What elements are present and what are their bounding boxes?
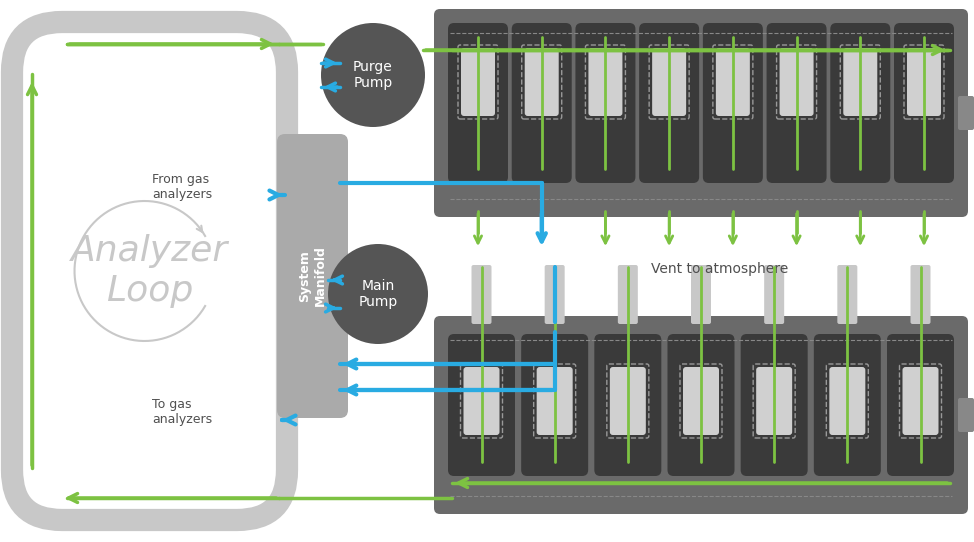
FancyBboxPatch shape <box>779 48 813 116</box>
Ellipse shape <box>321 23 425 127</box>
FancyBboxPatch shape <box>958 398 974 432</box>
FancyBboxPatch shape <box>843 48 878 116</box>
FancyBboxPatch shape <box>434 316 968 514</box>
FancyBboxPatch shape <box>667 334 734 476</box>
FancyBboxPatch shape <box>683 367 719 435</box>
FancyBboxPatch shape <box>691 265 711 324</box>
FancyBboxPatch shape <box>907 48 941 116</box>
FancyBboxPatch shape <box>461 48 495 116</box>
FancyBboxPatch shape <box>464 367 500 435</box>
Ellipse shape <box>328 244 428 344</box>
FancyBboxPatch shape <box>767 23 827 183</box>
FancyBboxPatch shape <box>588 48 622 116</box>
FancyBboxPatch shape <box>894 23 954 183</box>
FancyBboxPatch shape <box>277 134 348 418</box>
FancyBboxPatch shape <box>887 334 954 476</box>
FancyBboxPatch shape <box>958 96 974 130</box>
Text: Vent to atmosphere: Vent to atmosphere <box>652 262 789 276</box>
FancyBboxPatch shape <box>830 23 890 183</box>
Text: Main
Pump: Main Pump <box>358 279 397 309</box>
FancyBboxPatch shape <box>765 265 784 324</box>
FancyBboxPatch shape <box>471 265 492 324</box>
FancyBboxPatch shape <box>639 23 699 183</box>
FancyBboxPatch shape <box>829 367 865 435</box>
FancyBboxPatch shape <box>448 334 515 476</box>
FancyBboxPatch shape <box>511 23 572 183</box>
FancyBboxPatch shape <box>740 334 807 476</box>
FancyBboxPatch shape <box>911 265 930 324</box>
FancyBboxPatch shape <box>544 265 565 324</box>
FancyBboxPatch shape <box>525 48 559 116</box>
Text: From gas
analyzers: From gas analyzers <box>152 173 212 201</box>
FancyBboxPatch shape <box>716 48 750 116</box>
FancyBboxPatch shape <box>610 367 646 435</box>
FancyBboxPatch shape <box>756 367 792 435</box>
FancyBboxPatch shape <box>903 367 939 435</box>
Text: System
Manifold: System Manifold <box>298 246 326 306</box>
FancyBboxPatch shape <box>653 48 686 116</box>
FancyBboxPatch shape <box>814 334 880 476</box>
FancyBboxPatch shape <box>521 334 588 476</box>
FancyBboxPatch shape <box>576 23 635 183</box>
FancyBboxPatch shape <box>618 265 638 324</box>
FancyBboxPatch shape <box>838 265 857 324</box>
Text: To gas
analyzers: To gas analyzers <box>152 398 212 426</box>
Text: Analyzer
Loop: Analyzer Loop <box>71 234 228 308</box>
FancyBboxPatch shape <box>448 23 508 183</box>
FancyBboxPatch shape <box>703 23 763 183</box>
FancyBboxPatch shape <box>434 9 968 217</box>
FancyBboxPatch shape <box>537 367 573 435</box>
Text: Purge
Pump: Purge Pump <box>354 60 393 90</box>
FancyBboxPatch shape <box>594 334 661 476</box>
